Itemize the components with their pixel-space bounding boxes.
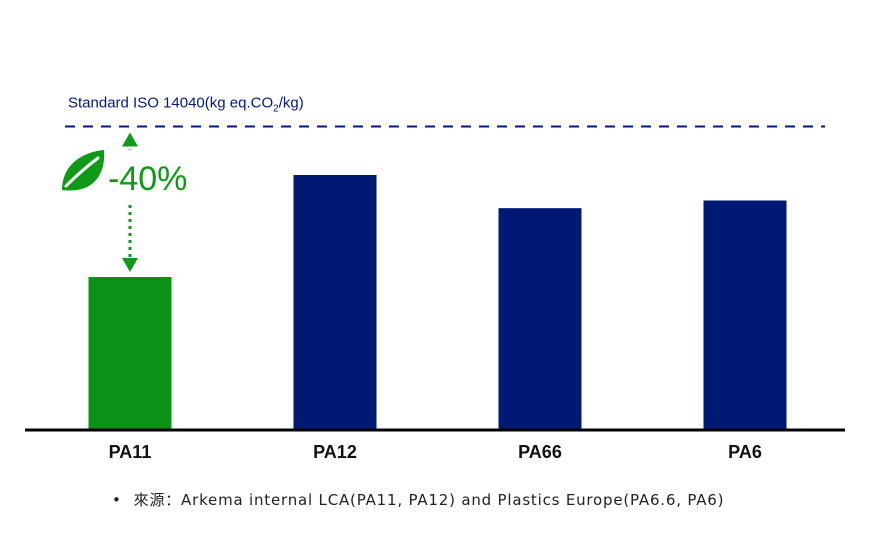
tick-label-pa66: PA66 [518, 442, 562, 462]
source-bullet: • [112, 491, 122, 509]
annotation-group: -40% [62, 132, 187, 272]
leaf-icon [62, 150, 105, 191]
reduction-percent-label: -40% [108, 160, 187, 198]
source-note: • 來源：Arkema internal LCA(PA11, PA12) and … [112, 489, 724, 510]
tick-labels-group: PA11 PA12 PA66 PA6 [109, 442, 762, 462]
reference-label-suffix: /kg) [279, 95, 304, 112]
bars-group [88, 175, 787, 430]
bar-pa11 [88, 277, 172, 430]
bar-pa12 [293, 175, 377, 430]
tick-label-pa11: PA11 [109, 442, 152, 462]
reference-label-prefix: Standard ISO 14040(kg eq.CO [68, 95, 273, 112]
bar-pa6 [703, 200, 787, 430]
tick-label-pa12: PA12 [313, 442, 357, 462]
source-text: 來源：Arkema internal LCA(PA11, PA12) and P… [133, 491, 725, 509]
arrow-down-icon [122, 258, 138, 272]
bar-pa66 [498, 208, 582, 430]
reference-line-label: Standard ISO 14040(kg eq.CO2/kg) [68, 95, 304, 115]
bar-chart: Standard ISO 14040(kg eq.CO2/kg) PA11 PA1… [25, 95, 845, 462]
arrow-up-icon [122, 132, 138, 147]
tick-label-pa6: PA6 [728, 442, 762, 462]
reference-line-group: Standard ISO 14040(kg eq.CO2/kg) [65, 95, 825, 128]
reference-label-subscript: 2 [273, 104, 279, 115]
